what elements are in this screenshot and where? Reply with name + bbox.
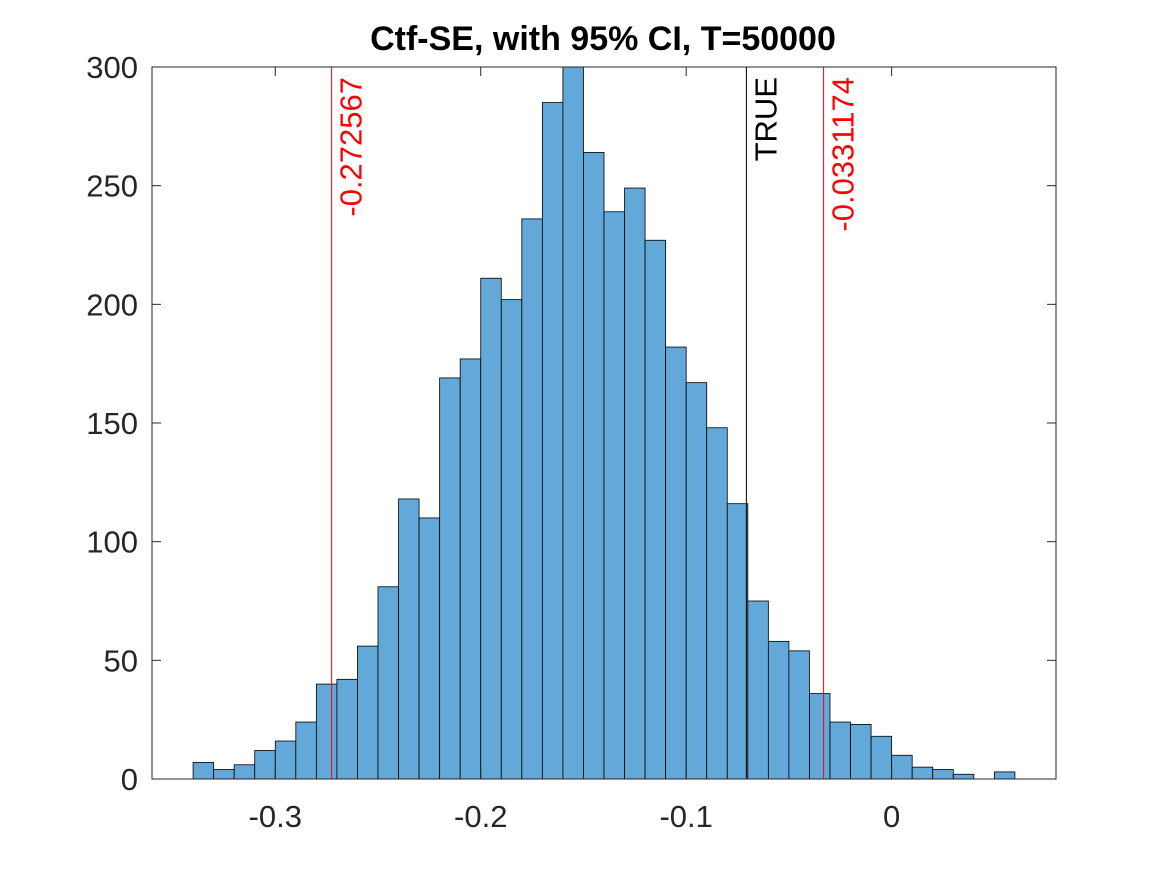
histogram-bar-34 [891,754,913,780]
chart-title: Ctf-SE, with 95% CI, T=50000 [370,20,836,58]
histogram-bars [192,66,1016,780]
histogram-bar-17 [541,102,564,780]
vertical-line-label-2: -0.0331174 [826,77,861,232]
vertical-marker-lines [331,67,825,779]
histogram-bar-11 [418,517,441,780]
histogram-bar-1 [213,769,235,780]
y-tick-label-6: 300 [86,50,138,85]
histogram-bar-21 [624,187,646,780]
histogram-bar-37 [952,773,975,780]
histogram-bar-6 [315,683,338,780]
x-tick-label-3: 0 [883,799,900,834]
histogram-bar-10 [398,498,420,780]
vertical-marker-labels: -0.272567 TRUE -0.0331174 [334,77,861,232]
histogram-bar-29 [788,650,810,780]
axis-ticks [152,66,1056,780]
histogram-bar-14 [480,277,502,780]
histogram-bar-24 [685,382,708,780]
y-tick-label-5: 250 [86,169,138,204]
histogram-bar-30 [809,693,831,780]
x-tick-label-2: -0.1 [659,799,712,834]
histogram-bar-5 [295,721,317,780]
vertical-line-label-1: TRUE [748,77,783,161]
histogram-bar-35 [911,766,934,780]
histogram-bar-4 [274,740,297,780]
y-tick-label-4: 200 [86,287,138,322]
axis-tick-labels: -0.3 -0.2 -0.1 0 0 50 100 150 200 250 300 [86,50,900,834]
histogram-bar-31 [829,721,851,780]
histogram-bar-9 [377,586,399,780]
histogram-bar-32 [850,724,872,780]
histogram-bar-39 [993,771,1016,780]
histogram-bar-18 [562,66,584,780]
histogram-bar-13 [459,358,482,780]
histogram-bar-27 [747,600,769,780]
y-tick-label-0: 0 [121,762,138,797]
histogram-bar-2 [233,764,256,780]
histogram-bar-19 [583,152,605,780]
y-tick-label-3: 150 [86,406,138,441]
x-tick-label-1: -0.2 [454,799,507,834]
histogram-bar-22 [644,239,667,780]
histogram-bar-26 [726,503,749,780]
histogram-bar-20 [603,211,625,780]
histogram-bar-33 [870,735,893,780]
histogram-bar-28 [767,640,790,780]
vertical-line-label-0: -0.272567 [334,77,369,217]
histogram-bar-8 [357,645,379,780]
histogram-bar-25 [706,427,728,780]
histogram-bar-16 [521,218,543,780]
x-tick-label-0: -0.3 [249,799,302,834]
histogram-bar-0 [192,761,215,780]
histogram-bar-7 [336,678,358,780]
histogram-bar-15 [500,299,523,780]
y-tick-label-2: 100 [86,525,138,560]
y-tick-label-1: 50 [104,643,138,678]
histogram-bar-3 [254,750,276,780]
histogram-bar-36 [932,769,954,780]
histogram-bar-23 [665,346,687,780]
histogram-bar-12 [439,377,461,780]
